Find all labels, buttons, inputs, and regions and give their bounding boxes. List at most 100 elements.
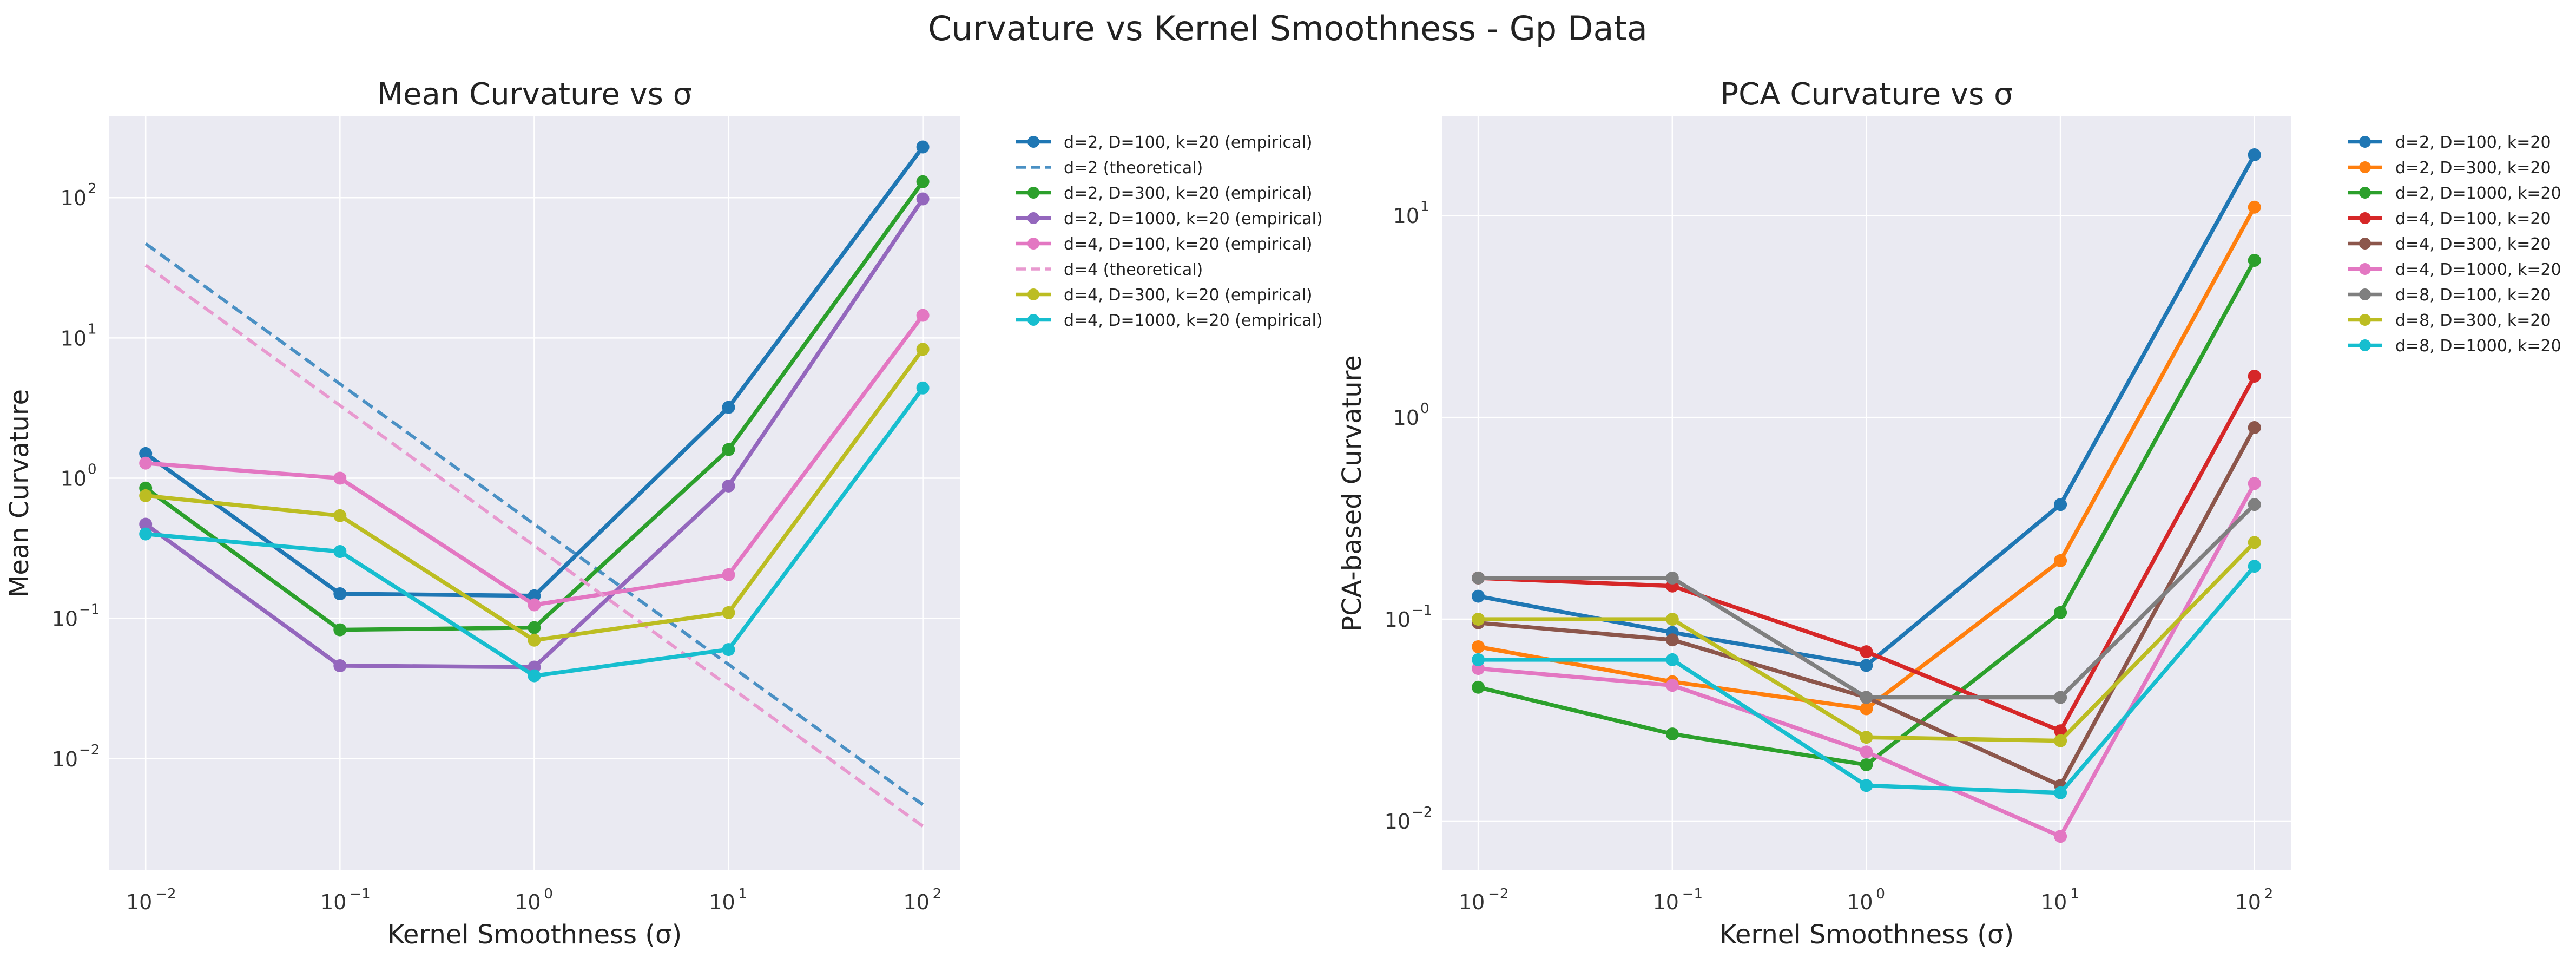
legend-label: d=4, D=1000, k=20 (2395, 260, 2561, 279)
legend-marker (1027, 187, 1039, 199)
series-6 (139, 343, 930, 647)
x-axis-label: Kernel Smoothness (σ) (1719, 920, 2014, 950)
data-point (139, 447, 153, 460)
y-tick-label: 10 (61, 186, 87, 210)
data-point (1860, 645, 1873, 659)
series-2 (1472, 254, 2261, 771)
x-tick-label: 10 (2041, 890, 2067, 914)
data-point (916, 381, 930, 395)
data-point (1860, 758, 1873, 771)
legend-entry: d=2, D=1000, k=20 (2348, 184, 2561, 203)
legend-label: d=4 (theoretical) (1064, 260, 1203, 279)
data-point (1472, 613, 1485, 626)
data-point (333, 623, 347, 637)
data-point (722, 479, 735, 493)
y-tick-label: 10 (52, 747, 78, 771)
legend-marker (2359, 339, 2371, 351)
legend-label: d=8, D=1000, k=20 (2395, 337, 2561, 356)
x-tick-label: 10 (709, 890, 735, 914)
x-tick-exponent: −2 (155, 886, 176, 902)
legend-label: d=2, D=100, k=20 (empirical) (1064, 133, 1312, 152)
legend-label: d=8, D=100, k=20 (2395, 286, 2551, 305)
legend-label: d=2, D=1000, k=20 (empirical) (1064, 209, 1323, 228)
x-axis-label: Kernel Smoothness (σ) (387, 920, 682, 950)
data-point (2054, 554, 2067, 567)
x-tick-exponent: 1 (739, 886, 748, 902)
y-tick-exponent: 1 (88, 321, 97, 337)
panel-title: PCA Curvature vs σ (1720, 77, 2013, 112)
data-point (916, 309, 930, 322)
data-point (722, 606, 735, 619)
panel-pca-curvature: PCA Curvature vs σ Kernel Smoothness (σ)… (1337, 77, 2561, 950)
x-tick-exponent: −1 (1682, 886, 1703, 902)
x-tick-label: 10 (515, 890, 541, 914)
series-4 (139, 309, 930, 612)
series-3 (139, 192, 930, 674)
x-tick-label: 10 (320, 890, 346, 914)
data-point (333, 509, 347, 522)
data-point (139, 456, 153, 470)
data-point (2054, 606, 2067, 619)
data-point (528, 669, 541, 683)
legend-entry: d=4, D=1000, k=20 (2348, 260, 2561, 279)
data-point (1472, 653, 1485, 666)
data-point (2248, 254, 2261, 267)
data-point (1665, 613, 1679, 626)
series-7 (1472, 536, 2261, 747)
data-point (1665, 679, 1679, 692)
x-tick-exponent: 0 (544, 886, 553, 902)
legend-marker (1027, 238, 1039, 250)
x-tick-exponent: 0 (1876, 886, 1885, 902)
series-group (1472, 148, 2261, 843)
data-point (722, 643, 735, 657)
data-point (1860, 702, 1873, 716)
y-tick-label: 10 (1385, 810, 1411, 834)
data-point (1860, 745, 1873, 759)
data-point (333, 471, 347, 485)
x-tick-exponent: 1 (2070, 886, 2079, 902)
legend-marker (1027, 314, 1039, 326)
data-point (1472, 571, 1485, 585)
data-point (2248, 498, 2261, 511)
data-point (722, 568, 735, 581)
legend-label: d=2, D=300, k=20 (empirical) (1064, 184, 1312, 203)
data-point (139, 517, 153, 531)
legend-marker (2359, 212, 2371, 224)
legend-label: d=4, D=1000, k=20 (empirical) (1064, 311, 1323, 330)
legend-label: d=2, D=300, k=20 (2395, 159, 2551, 178)
y-tick-label: 10 (1393, 204, 1419, 228)
data-point (916, 192, 930, 206)
legend-entry: d=2, D=100, k=20 (empirical) (1016, 133, 1312, 152)
data-point (1860, 731, 1873, 744)
data-point (139, 489, 153, 502)
legend: d=2, D=100, k=20 (empirical) d=2 (theoret… (1016, 133, 1323, 330)
data-point (1665, 727, 1679, 741)
y-tick-exponent: −2 (1412, 804, 1432, 821)
y-tick-exponent: 1 (1420, 199, 1429, 215)
x-tick-exponent: 2 (933, 886, 942, 902)
legend-label: d=4, D=300, k=20 (2395, 235, 2551, 254)
legend: d=2, D=100, k=20 d=2, D=300, k=20 d=2, D=1… (2348, 133, 2561, 356)
x-tick-exponent: −2 (1488, 886, 1508, 902)
y-tick-label: 10 (61, 326, 87, 350)
legend-marker (2359, 263, 2371, 275)
legend-label: d=4, D=100, k=20 (empirical) (1064, 235, 1312, 254)
gridlines (109, 116, 960, 870)
x-tick-label: 10 (1847, 890, 1873, 914)
x-tick-label: 10 (126, 890, 152, 914)
figure-title: Curvature vs Kernel Smoothness - Gp Data (928, 9, 1648, 48)
legend-marker (2359, 161, 2371, 173)
legend-entry: d=8, D=300, k=20 (2348, 311, 2551, 330)
legend-entry: d=2, D=300, k=20 (2348, 159, 2551, 178)
x-tick-exponent: −1 (350, 886, 370, 902)
data-point (2248, 477, 2261, 490)
y-tick-exponent: 0 (1420, 401, 1429, 417)
data-point (722, 443, 735, 456)
data-point (1472, 589, 1485, 603)
data-point (916, 343, 930, 356)
series-7 (139, 381, 930, 683)
legend-marker (2359, 238, 2371, 250)
series-group (139, 140, 930, 828)
x-tick-label: 10 (1459, 890, 1485, 914)
